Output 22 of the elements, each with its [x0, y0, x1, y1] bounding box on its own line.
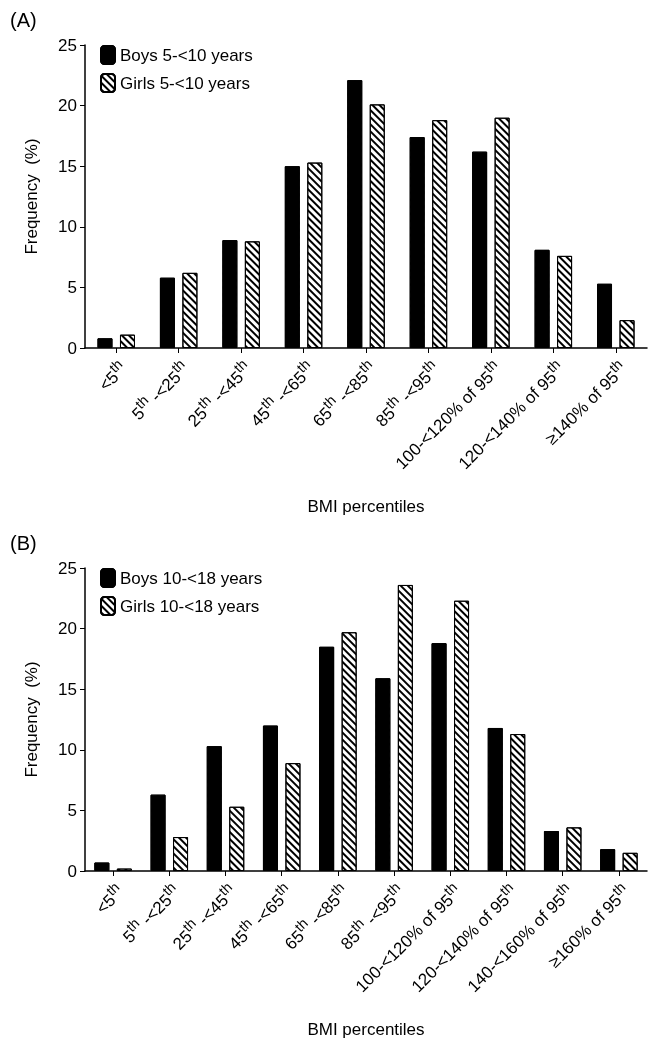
chart-title: (B) [10, 532, 37, 554]
y-tick-label: 20 [58, 96, 77, 116]
y-tick-label: 20 [58, 619, 77, 639]
y-tick-label: 5 [67, 800, 77, 820]
y-tick-label: 25 [58, 558, 77, 578]
y-tick-label: 0 [67, 861, 77, 881]
y-tick-label: 5 [67, 277, 77, 297]
y-axis-title: Frequency (%) [22, 661, 41, 778]
legend-label: Boys 5-<10 years [120, 45, 253, 65]
chart-title: (A) [10, 9, 37, 31]
y-axis-title: Frequency (%) [22, 138, 41, 255]
x-axis-title: BMI percentiles [307, 497, 425, 516]
legend-label: Girls 10-<18 years [120, 596, 260, 616]
y-tick-label: 15 [58, 679, 77, 699]
y-tick-label: 10 [58, 217, 77, 237]
legend-label: Boys 10-<18 years [120, 568, 263, 588]
legend-label: Girls 5-<10 years [120, 73, 250, 93]
x-axis-title: BMI percentiles [307, 1020, 425, 1039]
y-tick-label: 25 [58, 35, 77, 55]
y-tick-label: 10 [58, 740, 77, 760]
y-tick-label: 15 [58, 156, 77, 176]
y-tick-label: 0 [67, 338, 77, 358]
